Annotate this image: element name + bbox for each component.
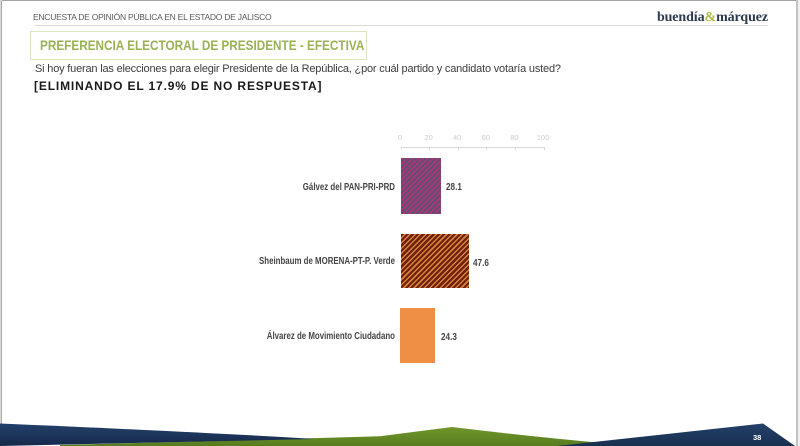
svg-text:38: 38	[753, 433, 761, 442]
